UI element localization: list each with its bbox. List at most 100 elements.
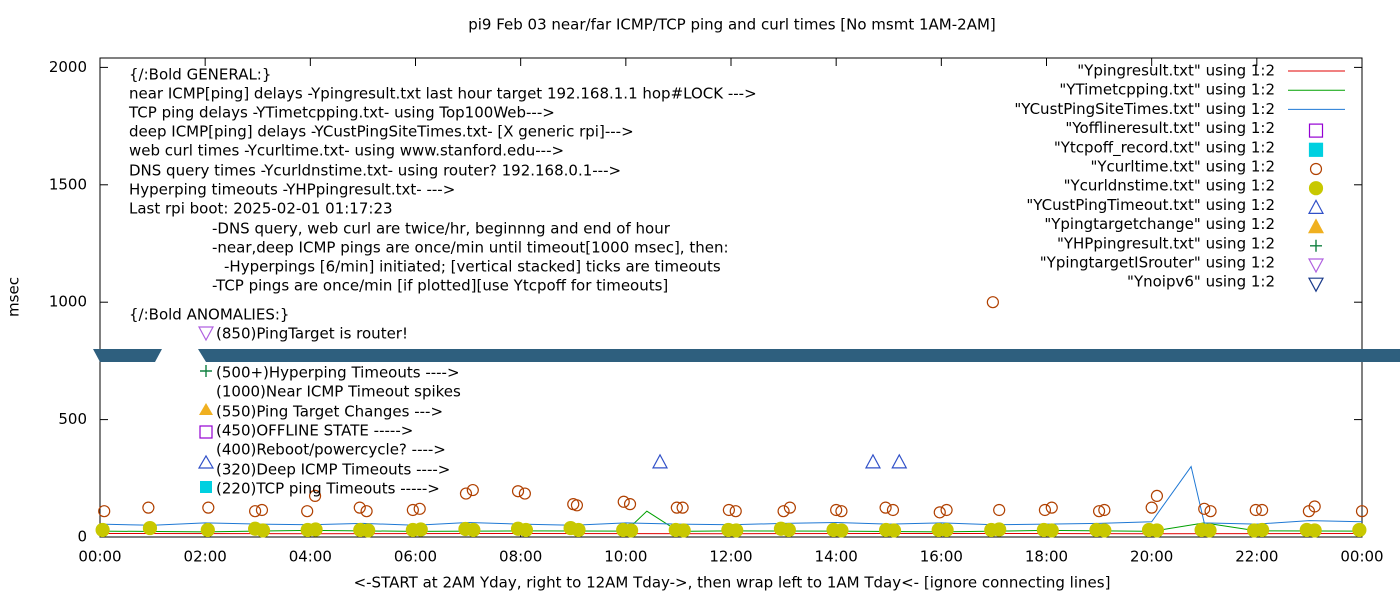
marker (891, 453, 908, 469)
marker (1044, 523, 1059, 538)
marker (518, 522, 534, 538)
marker (1145, 501, 1158, 514)
x-tick-label: 04:00 (289, 548, 332, 566)
y-tick-label: 1000 (49, 293, 87, 311)
marker (1307, 199, 1325, 214)
legend-label: "YHPpingresult.txt" using 1:2 (1057, 234, 1275, 252)
x-tick-label: 00:00 (78, 548, 121, 566)
legend-label: "Ypingresult.txt" using 1:2 (1077, 62, 1275, 80)
marker (308, 522, 323, 537)
marker (864, 453, 881, 469)
marker (301, 505, 314, 518)
marker (676, 523, 691, 538)
marker (1307, 258, 1325, 274)
marker (466, 522, 481, 538)
legend-label: "Ynoipv6" using 1:2 (1127, 273, 1275, 291)
marker (886, 503, 900, 517)
overlay-band (198, 349, 1400, 362)
annotation: -near,deep ICMP pings are once/min until… (212, 239, 729, 257)
marker (249, 505, 262, 518)
legend-label: "Yofflineresult.txt" using 1:2 (1065, 119, 1275, 137)
marker (1352, 522, 1367, 538)
marker (1255, 503, 1269, 517)
marker (1355, 505, 1369, 518)
marker (652, 453, 669, 469)
x-tick-label: 06:00 (394, 548, 437, 566)
marker (353, 501, 366, 514)
marker (1098, 503, 1111, 517)
legend-label: "YTimetcpping.txt" using 1:2 (1059, 81, 1275, 99)
legend-label: "YCustPingSiteTimes.txt" using 1:2 (1014, 100, 1275, 118)
marker (518, 487, 531, 500)
marker (361, 523, 376, 538)
marker (466, 483, 479, 497)
marker (1202, 523, 1217, 538)
legend-label: "Ytcpoff_record.txt" using 1:2 (1054, 138, 1275, 157)
x-tick-label: 12:00 (709, 548, 752, 566)
marker (992, 522, 1007, 537)
marker (1308, 123, 1324, 138)
marker (1254, 522, 1270, 538)
x-tick-label: 00:00 (1340, 548, 1383, 566)
annotation: Last rpi boot: 2025-02-01 01:17:23 (129, 200, 393, 218)
marker (617, 495, 630, 508)
marker (986, 296, 999, 309)
annotation: web curl times -Ycurltime.txt- using www… (129, 142, 564, 160)
marker (722, 503, 735, 517)
x-tick-label: 10:00 (604, 548, 647, 566)
annotation: (220)TCP ping Timeouts -----> (216, 480, 440, 498)
anomaly-icon (199, 403, 213, 415)
anomaly-icon (197, 454, 215, 469)
annotation: (850)PingTarget is router! (216, 325, 408, 343)
x-tick-label: 02:00 (184, 548, 227, 566)
annotation: {/:Bold ANOMALIES:} (129, 306, 289, 324)
x-tick-label: 08:00 (499, 548, 542, 566)
legend-label: "Ycurldnstime.txt" using 1:2 (1064, 177, 1275, 195)
marker (1198, 502, 1211, 515)
marker (413, 522, 428, 537)
marker (1307, 277, 1325, 293)
annotation: (450)OFFLINE STATE -----> (216, 422, 413, 440)
marker (835, 505, 848, 518)
marker (933, 506, 946, 519)
marker (830, 503, 843, 517)
y-tick-label: 500 (58, 410, 87, 428)
marker (729, 523, 744, 538)
annotation: (400)Reboot/powercycle? ----> (216, 441, 446, 459)
marker (142, 520, 158, 536)
marker (1308, 500, 1321, 513)
x-axis-label: <-START at 2AM Yday, right to 12AM Tday-… (354, 574, 1111, 592)
marker (571, 522, 586, 538)
marker (200, 522, 215, 538)
legend-label: "Ycurltime.txt" using 1:2 (1090, 158, 1275, 176)
anomaly-icon (200, 481, 212, 493)
plot-area: 0 500 1000 1500 2000 00:00 02:00 04:00 06:00 08:0… (49, 57, 1384, 566)
marker (993, 503, 1006, 517)
legend-label: "YpingtargetISrouter" using 1:2 (1040, 254, 1275, 272)
y-axis-label: msec (5, 277, 23, 317)
marker (1309, 162, 1323, 176)
legend: "Ypingresult.txt" using 1:2"YTimetcpping… (1014, 62, 1345, 293)
marker (1097, 523, 1112, 538)
annotation: (1000)Near ICMP Timeout spikes (216, 383, 461, 401)
annotation: -Hyperpings [6/min] initiated; [vertical… (224, 258, 721, 276)
marker (834, 523, 849, 538)
marker (879, 501, 892, 514)
marker (406, 503, 419, 517)
marker (1149, 523, 1165, 538)
annotation: deep ICMP[ping] delays -YCustPingSiteTim… (129, 123, 634, 141)
marker (729, 505, 742, 518)
marker (1307, 218, 1325, 234)
legend-label: "YCustPingTimeout.txt" using 1:2 (1026, 196, 1275, 214)
x-tick-label: 22:00 (1235, 548, 1278, 566)
annotation: -DNS query, web curl are twice/hr, begin… (212, 220, 671, 238)
y-tick-label: 2000 (49, 58, 87, 76)
marker (308, 489, 322, 503)
overlay-band (93, 349, 162, 362)
annotation: near ICMP[ping] delays -Ypingresult.txt … (129, 85, 757, 103)
marker (1308, 181, 1324, 196)
marker (670, 501, 683, 514)
marker (623, 498, 637, 511)
marker (459, 487, 473, 500)
marker (1038, 503, 1052, 517)
